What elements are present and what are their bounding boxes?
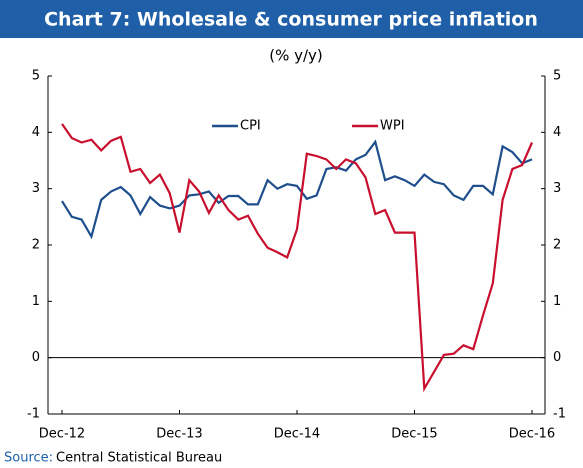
- chart-subtitle: (% y/y): [269, 47, 323, 65]
- y2-tick-label: 1: [553, 294, 561, 309]
- source-label: Source:: [4, 451, 53, 466]
- y-tick-label: 0: [32, 350, 40, 365]
- y2-tick-label: 3: [553, 181, 561, 196]
- legend-label: WPI: [380, 119, 405, 134]
- series-line: [61, 123, 534, 393]
- y-tick-label: 3: [32, 181, 40, 196]
- series-line: [61, 139, 533, 240]
- y2-tick-label: 5: [553, 69, 561, 84]
- y-tick-label: 5: [32, 69, 40, 84]
- x-tick-label: Dec-15: [391, 427, 437, 442]
- y2-tick-label: -1: [553, 407, 566, 422]
- y-tick-label: 1: [32, 294, 40, 309]
- y-tick-label: -1: [27, 407, 40, 422]
- y2-tick-label: 2: [553, 238, 561, 253]
- y2-tick-label: 0: [553, 350, 561, 365]
- y2-tick-label: 4: [553, 125, 561, 140]
- y-tick-label: 2: [32, 238, 40, 253]
- title-banner: [0, 0, 583, 38]
- source: Central Statistical Bureau: [56, 451, 222, 466]
- x-tick-label: Dec-13: [156, 427, 202, 442]
- y-tick-label: 4: [32, 125, 40, 140]
- x-tick-label: Dec-12: [39, 427, 85, 442]
- x-tick-label: Dec-16: [509, 427, 555, 442]
- legend-label: CPI: [240, 119, 261, 134]
- chart-title: Chart 7: Wholesale & consumer price infl…: [44, 9, 538, 31]
- x-tick-label: Dec-14: [274, 427, 320, 442]
